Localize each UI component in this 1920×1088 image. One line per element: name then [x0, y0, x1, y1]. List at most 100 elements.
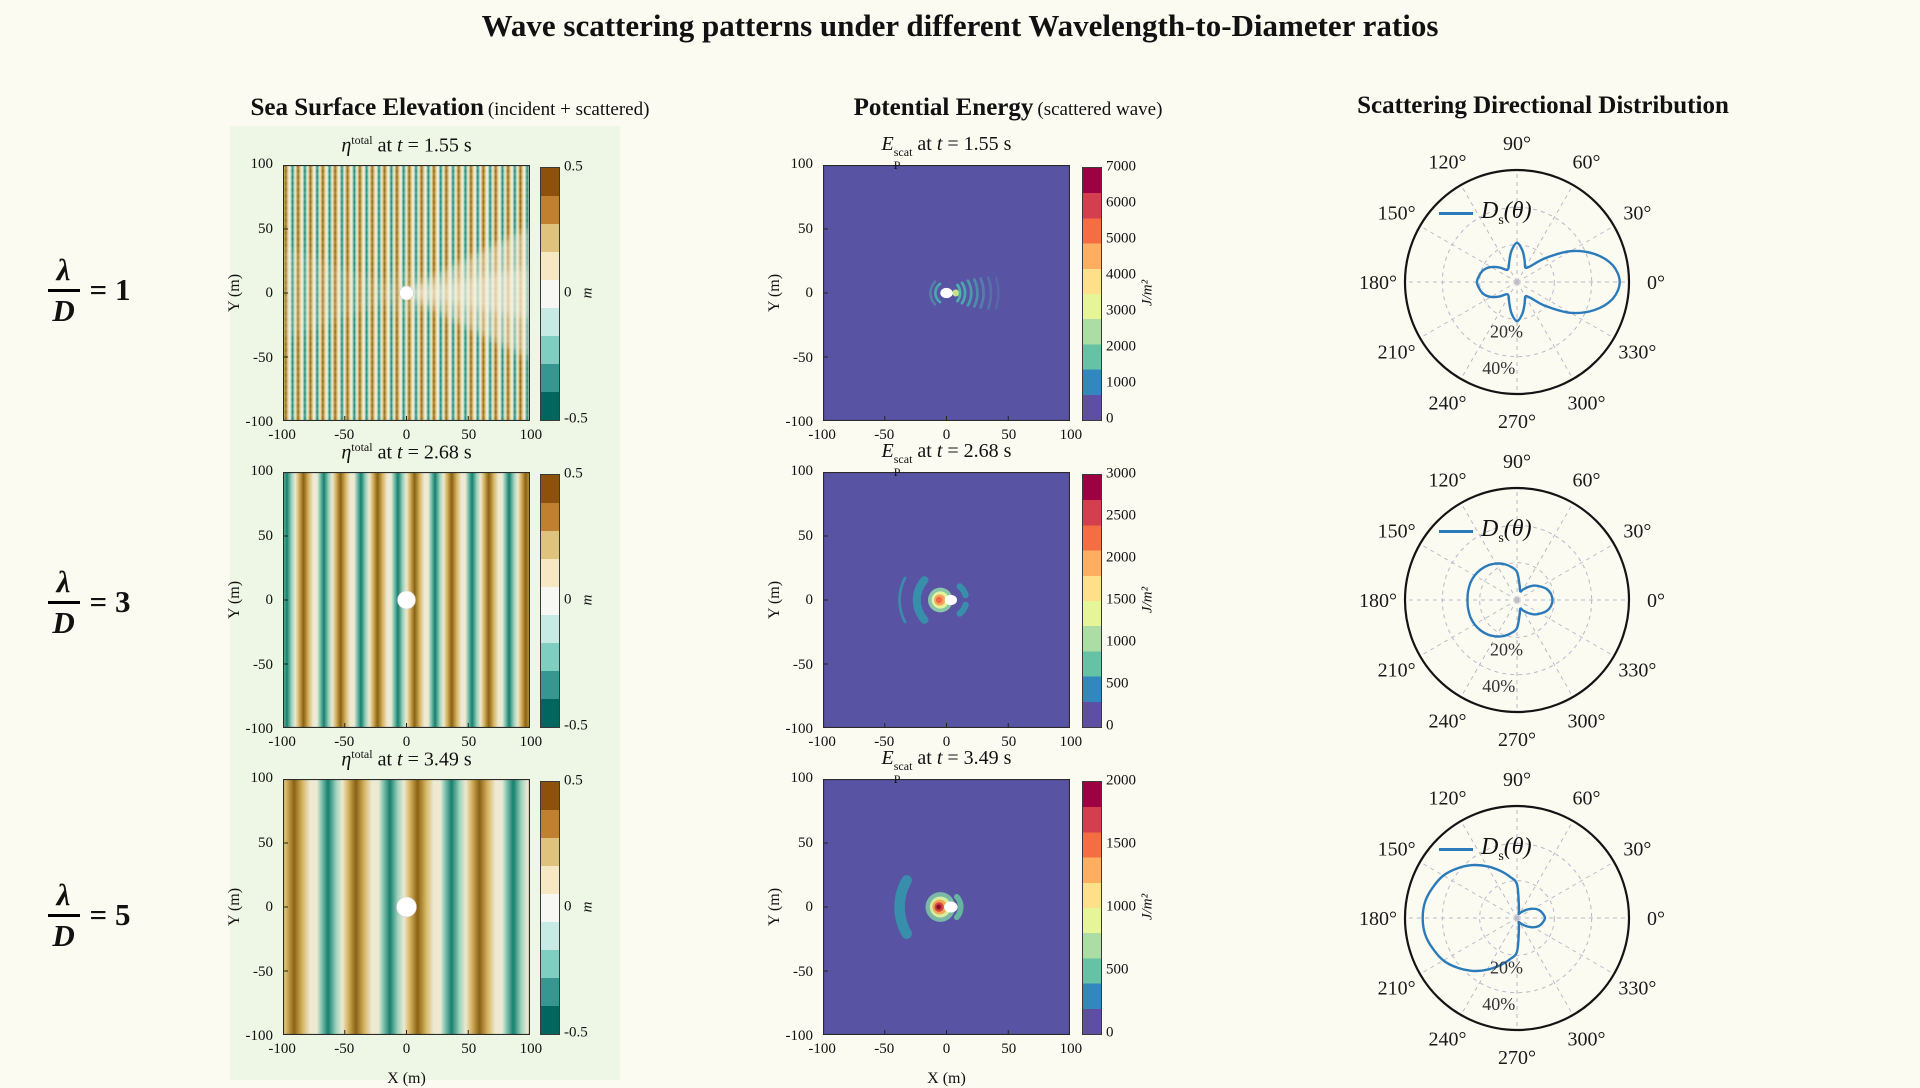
polar-legend-row3: Ds(θ): [1439, 834, 1619, 864]
y-axis-label-surface-r3: Y (m): [226, 887, 243, 927]
colorbar-unit-surface-r2: m: [579, 594, 596, 606]
polar-angle-label: 240°: [1429, 710, 1467, 732]
polar-angle-label: 60°: [1573, 152, 1601, 174]
polar-angle-label: 180°: [1359, 272, 1397, 294]
column-title: Scattering Directional Distribution: [1357, 92, 1729, 119]
colorbar-tick-surface-r1: -0.5: [564, 410, 588, 427]
polar-legend-row1: Ds(θ): [1439, 198, 1619, 228]
colorbar-tick-energy-r1: 1000: [1106, 374, 1136, 391]
surface-heatmap-row2: [283, 472, 530, 728]
polar-angle-label: 90°: [1503, 769, 1531, 791]
polar-angle-label: 330°: [1618, 978, 1656, 1000]
legend-label: Ds(θ): [1481, 197, 1532, 228]
y-axis-label-surface-r1: Y (m): [226, 273, 243, 313]
legend-line-swatch: [1439, 847, 1473, 851]
y-axis-ticks-surface-r1: 100 50 0 -50 -100: [245, 156, 274, 430]
polar-angle-label: 330°: [1618, 342, 1656, 364]
colorbar-surface-r1: [540, 167, 560, 421]
polar-angle-label: 270°: [1498, 411, 1536, 433]
colorbar-tick-surface-r1: 0: [564, 284, 572, 301]
colorbar-surface-r3: [540, 781, 560, 1035]
ratio-equals: = 5: [89, 897, 131, 932]
polar-angle-label: 30°: [1623, 839, 1651, 861]
polar-radial-label: 40%: [1482, 358, 1515, 378]
y-axis-label-surface-r2: Y (m): [226, 580, 243, 620]
legend-line-swatch: [1439, 211, 1473, 215]
polar-angle-label: 180°: [1359, 908, 1397, 930]
polar-angle-label: 180°: [1359, 590, 1397, 612]
colorbar-unit-surface-r3: m: [579, 901, 596, 913]
colorbar-tick-energy-r1: 2000: [1106, 338, 1136, 355]
energy-heatmap-row1: [823, 165, 1070, 421]
column-header-energy: Potential Energy (scattered wave): [748, 94, 1268, 122]
polar-angle-label: 150°: [1378, 839, 1416, 861]
colorbar-tick-energy-r3: 1500: [1106, 835, 1136, 852]
colorbar-unit-energy-r1: J/m²: [1139, 279, 1156, 307]
x-axis-label-energy-r3: X (m): [927, 1070, 966, 1087]
x-axis-ticks-energy-r2: -100 -50 0 50 100: [808, 734, 1083, 750]
polar-angle-label: 150°: [1378, 203, 1416, 225]
polar-angle-label: 240°: [1429, 1028, 1467, 1050]
polar-angle-label: 210°: [1378, 660, 1416, 682]
polar-angle-label: 120°: [1429, 152, 1467, 174]
polar-angle-label: 210°: [1378, 978, 1416, 1000]
polar-radial-label: 20%: [1490, 958, 1523, 978]
polar-radial-label: 40%: [1482, 994, 1515, 1014]
plot-title-surface-r2: ηtotal at t = 2.68 s: [341, 440, 472, 464]
legend-label: Ds(θ): [1481, 515, 1532, 546]
column-title: Potential Energy: [853, 94, 1034, 121]
colorbar-tick-energy-r3: 2000: [1106, 772, 1136, 789]
x-axis-ticks-surface-r2: -100 -50 0 50 100: [268, 734, 543, 750]
plot-title-surface-r1: ηtotal at t = 1.55 s: [341, 133, 472, 157]
polar-angle-label: 120°: [1429, 470, 1467, 492]
colorbar-tick-energy-r3: 500: [1106, 961, 1129, 978]
ratio-equals: = 3: [89, 584, 131, 619]
polar-angle-label: 240°: [1429, 392, 1467, 414]
colorbar-tick-energy-r1: 3000: [1106, 302, 1136, 319]
colorbar-tick-energy-r1: 5000: [1106, 230, 1136, 247]
page-title: Wave scattering patterns under different…: [481, 8, 1439, 43]
colorbar-tick-energy-r2: 1000: [1106, 633, 1136, 650]
colorbar-energy-r3: [1082, 781, 1102, 1035]
column-subtitle: (incident + scattered): [487, 99, 650, 120]
y-axis-ticks-energy-r2: 100 50 0 -50 -100: [785, 463, 814, 737]
plot-title-surface-r3: ηtotal at t = 3.49 s: [341, 747, 472, 771]
energy-heatmap-row3: [823, 779, 1070, 1035]
polar-angle-label: 330°: [1618, 660, 1656, 682]
column-subtitle: (scattered wave): [1037, 99, 1163, 120]
y-axis-label-energy-r1: Y (m): [766, 273, 783, 313]
polar-angle-label: 270°: [1498, 729, 1536, 751]
polar-radial-label: 40%: [1482, 676, 1515, 696]
colorbar-tick-energy-r1: 0: [1106, 410, 1114, 427]
colorbar-tick-energy-r3: 0: [1106, 1024, 1114, 1041]
colorbar-tick-energy-r1: 6000: [1106, 194, 1136, 211]
polar-radial-label: 20%: [1490, 640, 1523, 660]
legend-line-swatch: [1439, 529, 1473, 533]
legend-label: Ds(θ): [1481, 833, 1532, 864]
polar-angle-label: 0°: [1647, 272, 1665, 294]
polar-angle-label: 300°: [1568, 1028, 1606, 1050]
colorbar-tick-surface-r3: -0.5: [564, 1024, 588, 1041]
colorbar-surface-r2: [540, 474, 560, 728]
colorbar-unit-surface-r1: m: [579, 287, 596, 299]
colorbar-tick-energy-r2: 3000: [1106, 465, 1136, 482]
polar-angle-label: 150°: [1378, 521, 1416, 543]
y-axis-label-energy-r3: Y (m): [766, 887, 783, 927]
colorbar-unit-energy-r3: J/m²: [1139, 893, 1156, 921]
column-title: Sea Surface Elevation: [250, 94, 484, 121]
colorbar-energy-r1: [1082, 167, 1102, 421]
colorbar-tick-surface-r2: -0.5: [564, 717, 588, 734]
polar-radial-label: 20%: [1490, 322, 1523, 342]
y-axis-label-energy-r2: Y (m): [766, 580, 783, 620]
colorbar-tick-energy-r2: 0: [1106, 717, 1114, 734]
polar-angle-label: 0°: [1647, 590, 1665, 612]
y-axis-ticks-surface-r3: 100 50 0 -50 -100: [245, 770, 274, 1044]
